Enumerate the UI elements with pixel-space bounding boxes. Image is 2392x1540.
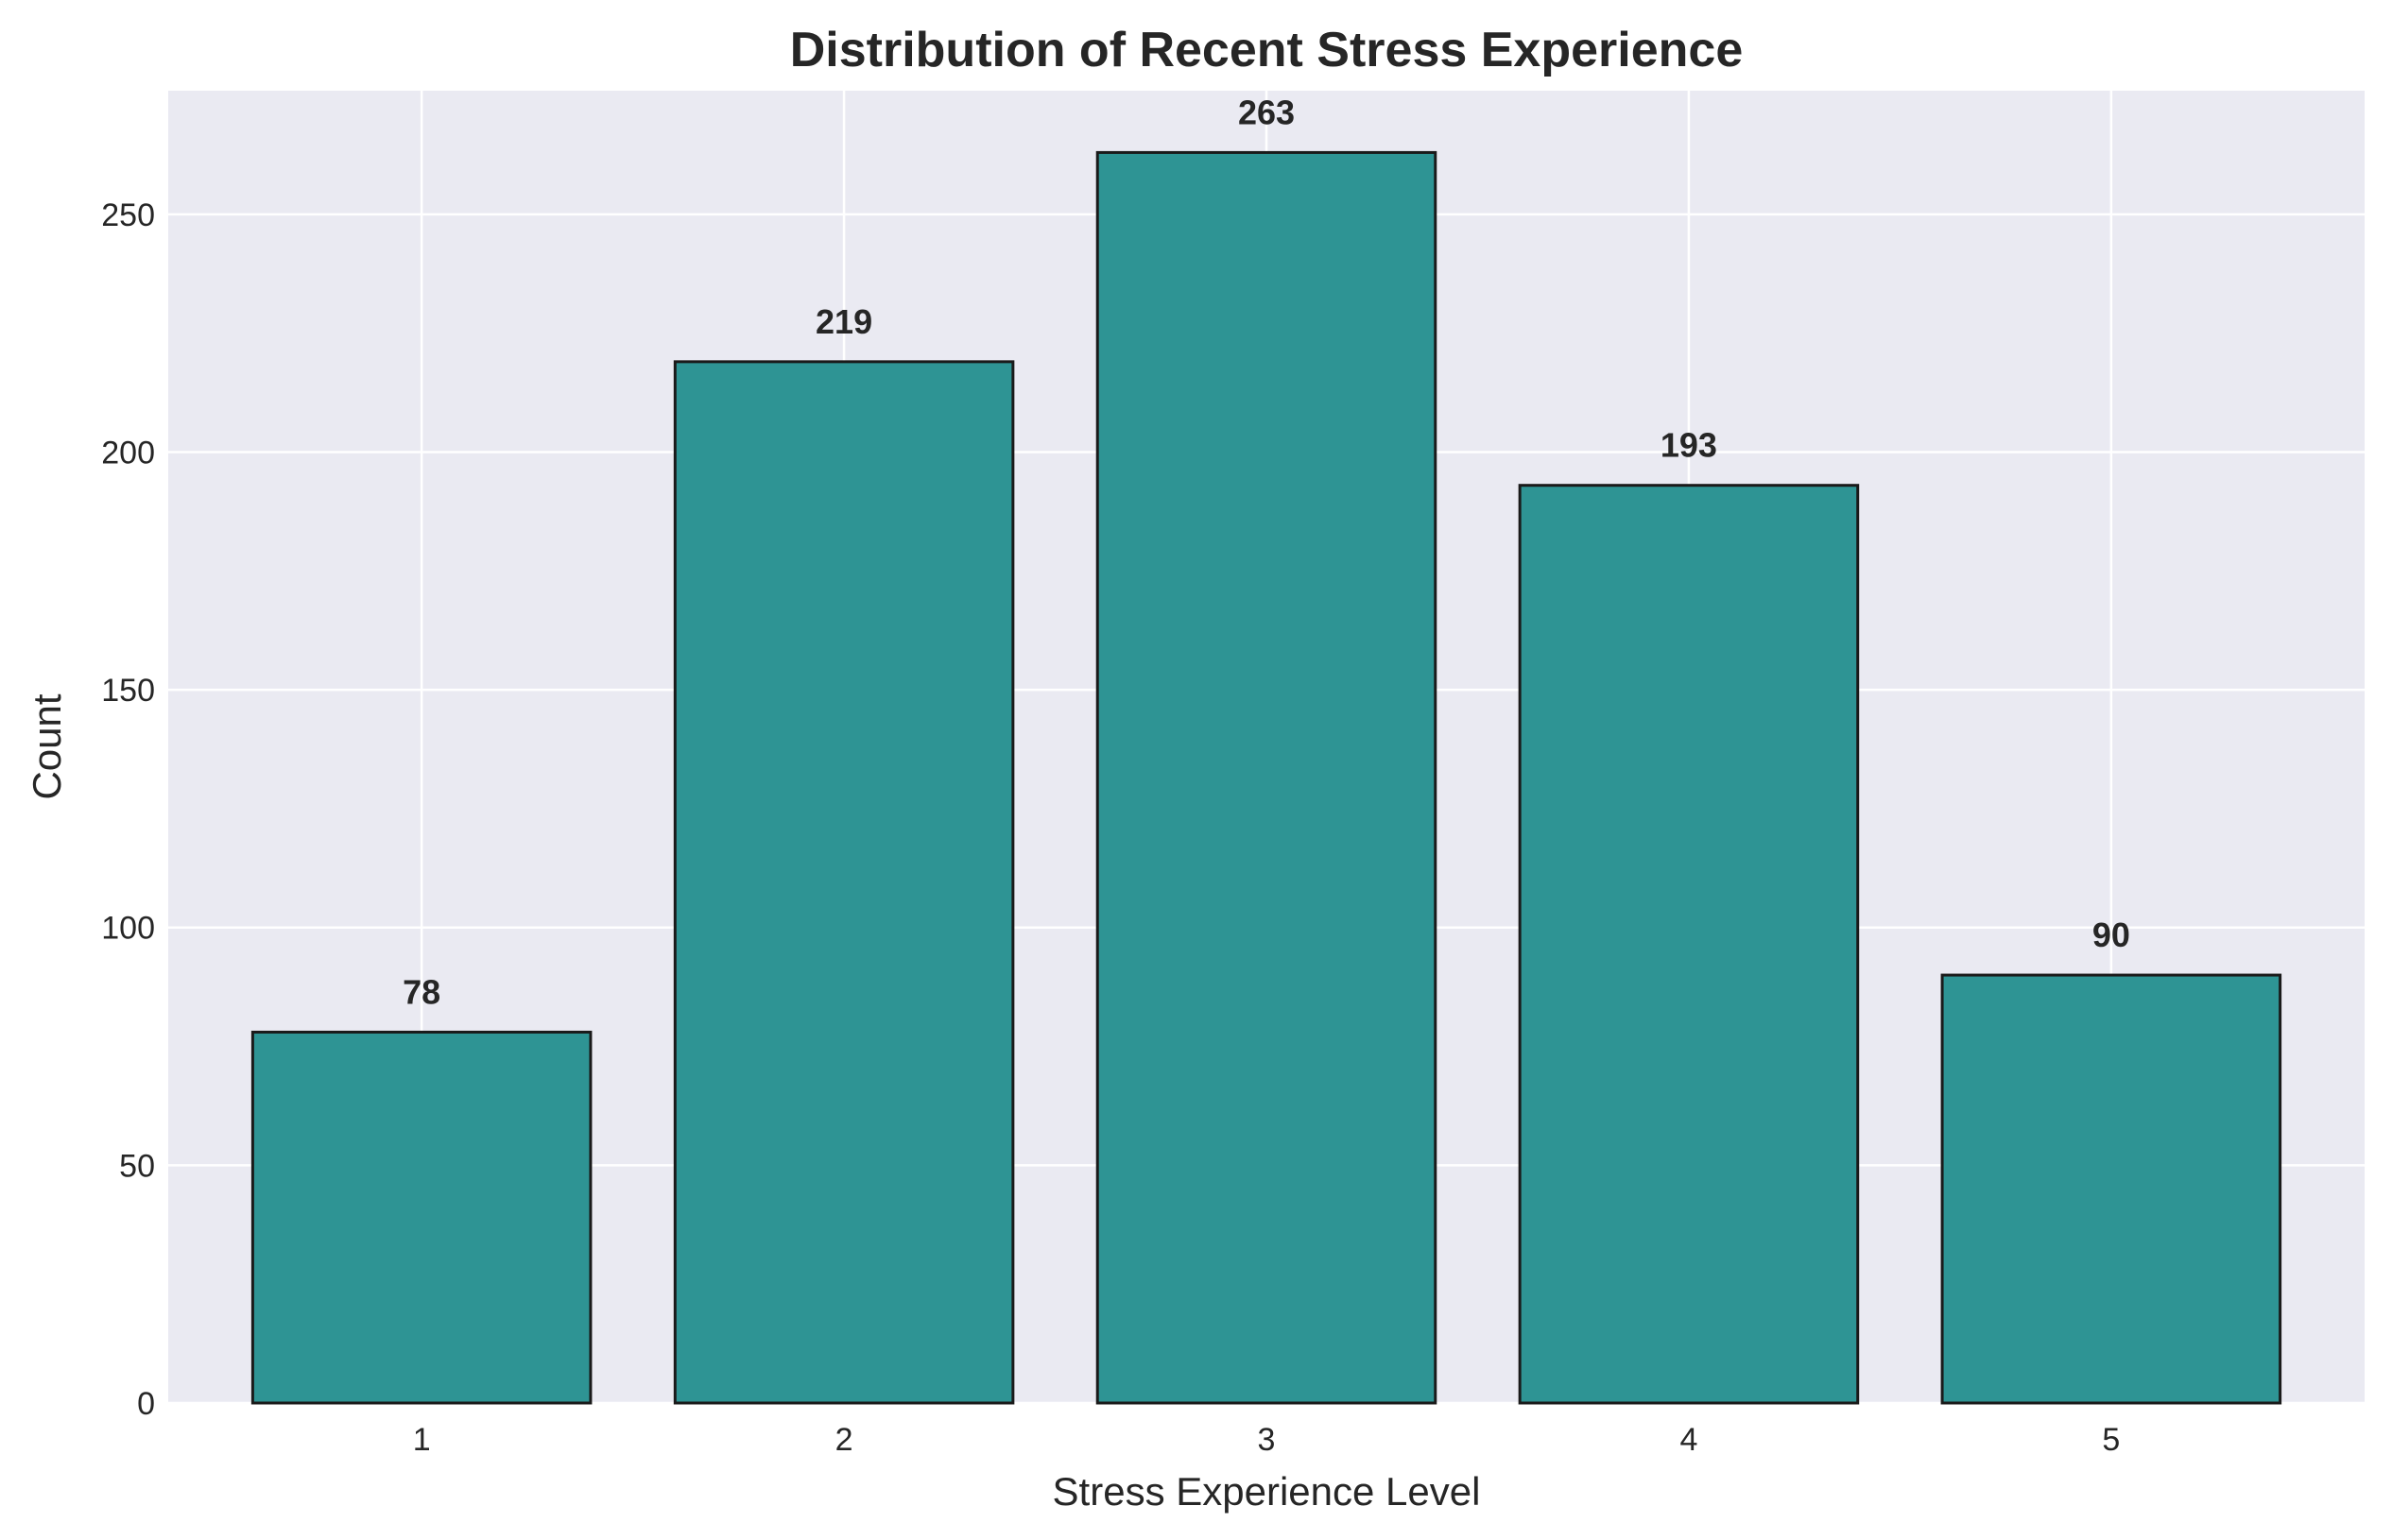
y-axis-ticks: 0 50 100 150 200 250 — [101, 197, 155, 1422]
bar-2 — [673, 360, 1015, 1405]
x-tick-label: 1 — [413, 1422, 431, 1458]
x-tick-label: 2 — [835, 1422, 853, 1458]
bar-4 — [1518, 484, 1860, 1405]
data-labels: 78 219 263 193 90 — [403, 93, 2130, 1011]
data-label-3: 263 — [1238, 93, 1295, 131]
y-tick-label: 250 — [101, 197, 155, 233]
bar-3 — [1095, 150, 1437, 1405]
data-label-4: 193 — [1661, 426, 1717, 465]
data-label-2: 219 — [816, 302, 872, 341]
y-tick-label: 150 — [101, 673, 155, 709]
x-tick-label: 4 — [1679, 1422, 1697, 1458]
y-axis-label: Count — [25, 693, 69, 799]
bars — [250, 150, 2282, 1405]
y-tick-label: 50 — [119, 1148, 155, 1184]
data-label-5: 90 — [2092, 915, 2130, 954]
x-tick-label: 3 — [1258, 1422, 1276, 1458]
y-tick-label: 200 — [101, 435, 155, 471]
bar-5 — [1940, 973, 2282, 1405]
chart-title: Distribution of Recent Stress Experience — [790, 23, 1744, 77]
y-tick-label: 0 — [137, 1386, 155, 1422]
y-tick-label: 100 — [101, 911, 155, 947]
x-axis-ticks: 1 2 3 4 5 — [413, 1422, 2121, 1458]
bar-1 — [250, 1030, 593, 1405]
x-tick-label: 5 — [2102, 1422, 2120, 1458]
data-label-1: 78 — [403, 972, 440, 1011]
x-axis-label: Stress Experience Level — [1053, 1469, 1481, 1514]
